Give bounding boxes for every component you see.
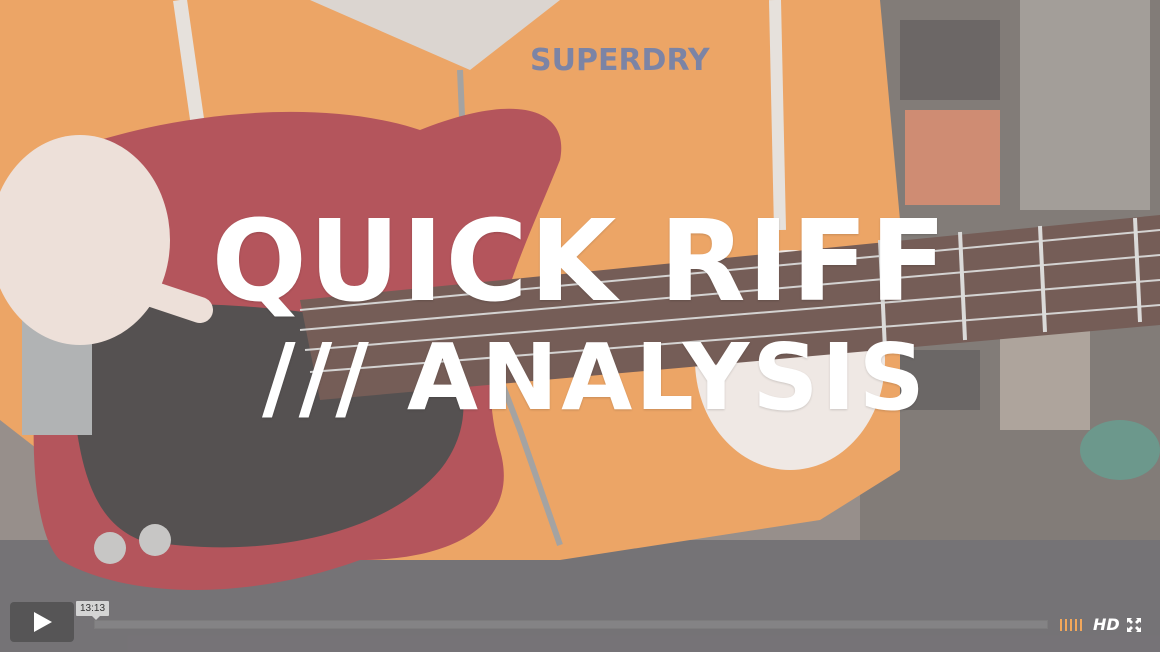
hd-button[interactable]: HD: [1093, 615, 1120, 634]
time-tooltip: 13:13: [76, 601, 110, 620]
play-icon: [34, 612, 52, 632]
progress-bar[interactable]: [94, 620, 1048, 629]
volume-icon[interactable]: [1060, 619, 1084, 631]
play-button[interactable]: [10, 602, 74, 642]
video-subtitle: /// ANALYSIS: [262, 324, 928, 431]
fullscreen-icon[interactable]: [1127, 618, 1141, 632]
svg-text:SUPERDRY: SUPERDRY: [530, 43, 711, 78]
player-controls: 13:13 HD: [0, 598, 1160, 652]
video-title: QUICK RIFF: [211, 197, 949, 327]
